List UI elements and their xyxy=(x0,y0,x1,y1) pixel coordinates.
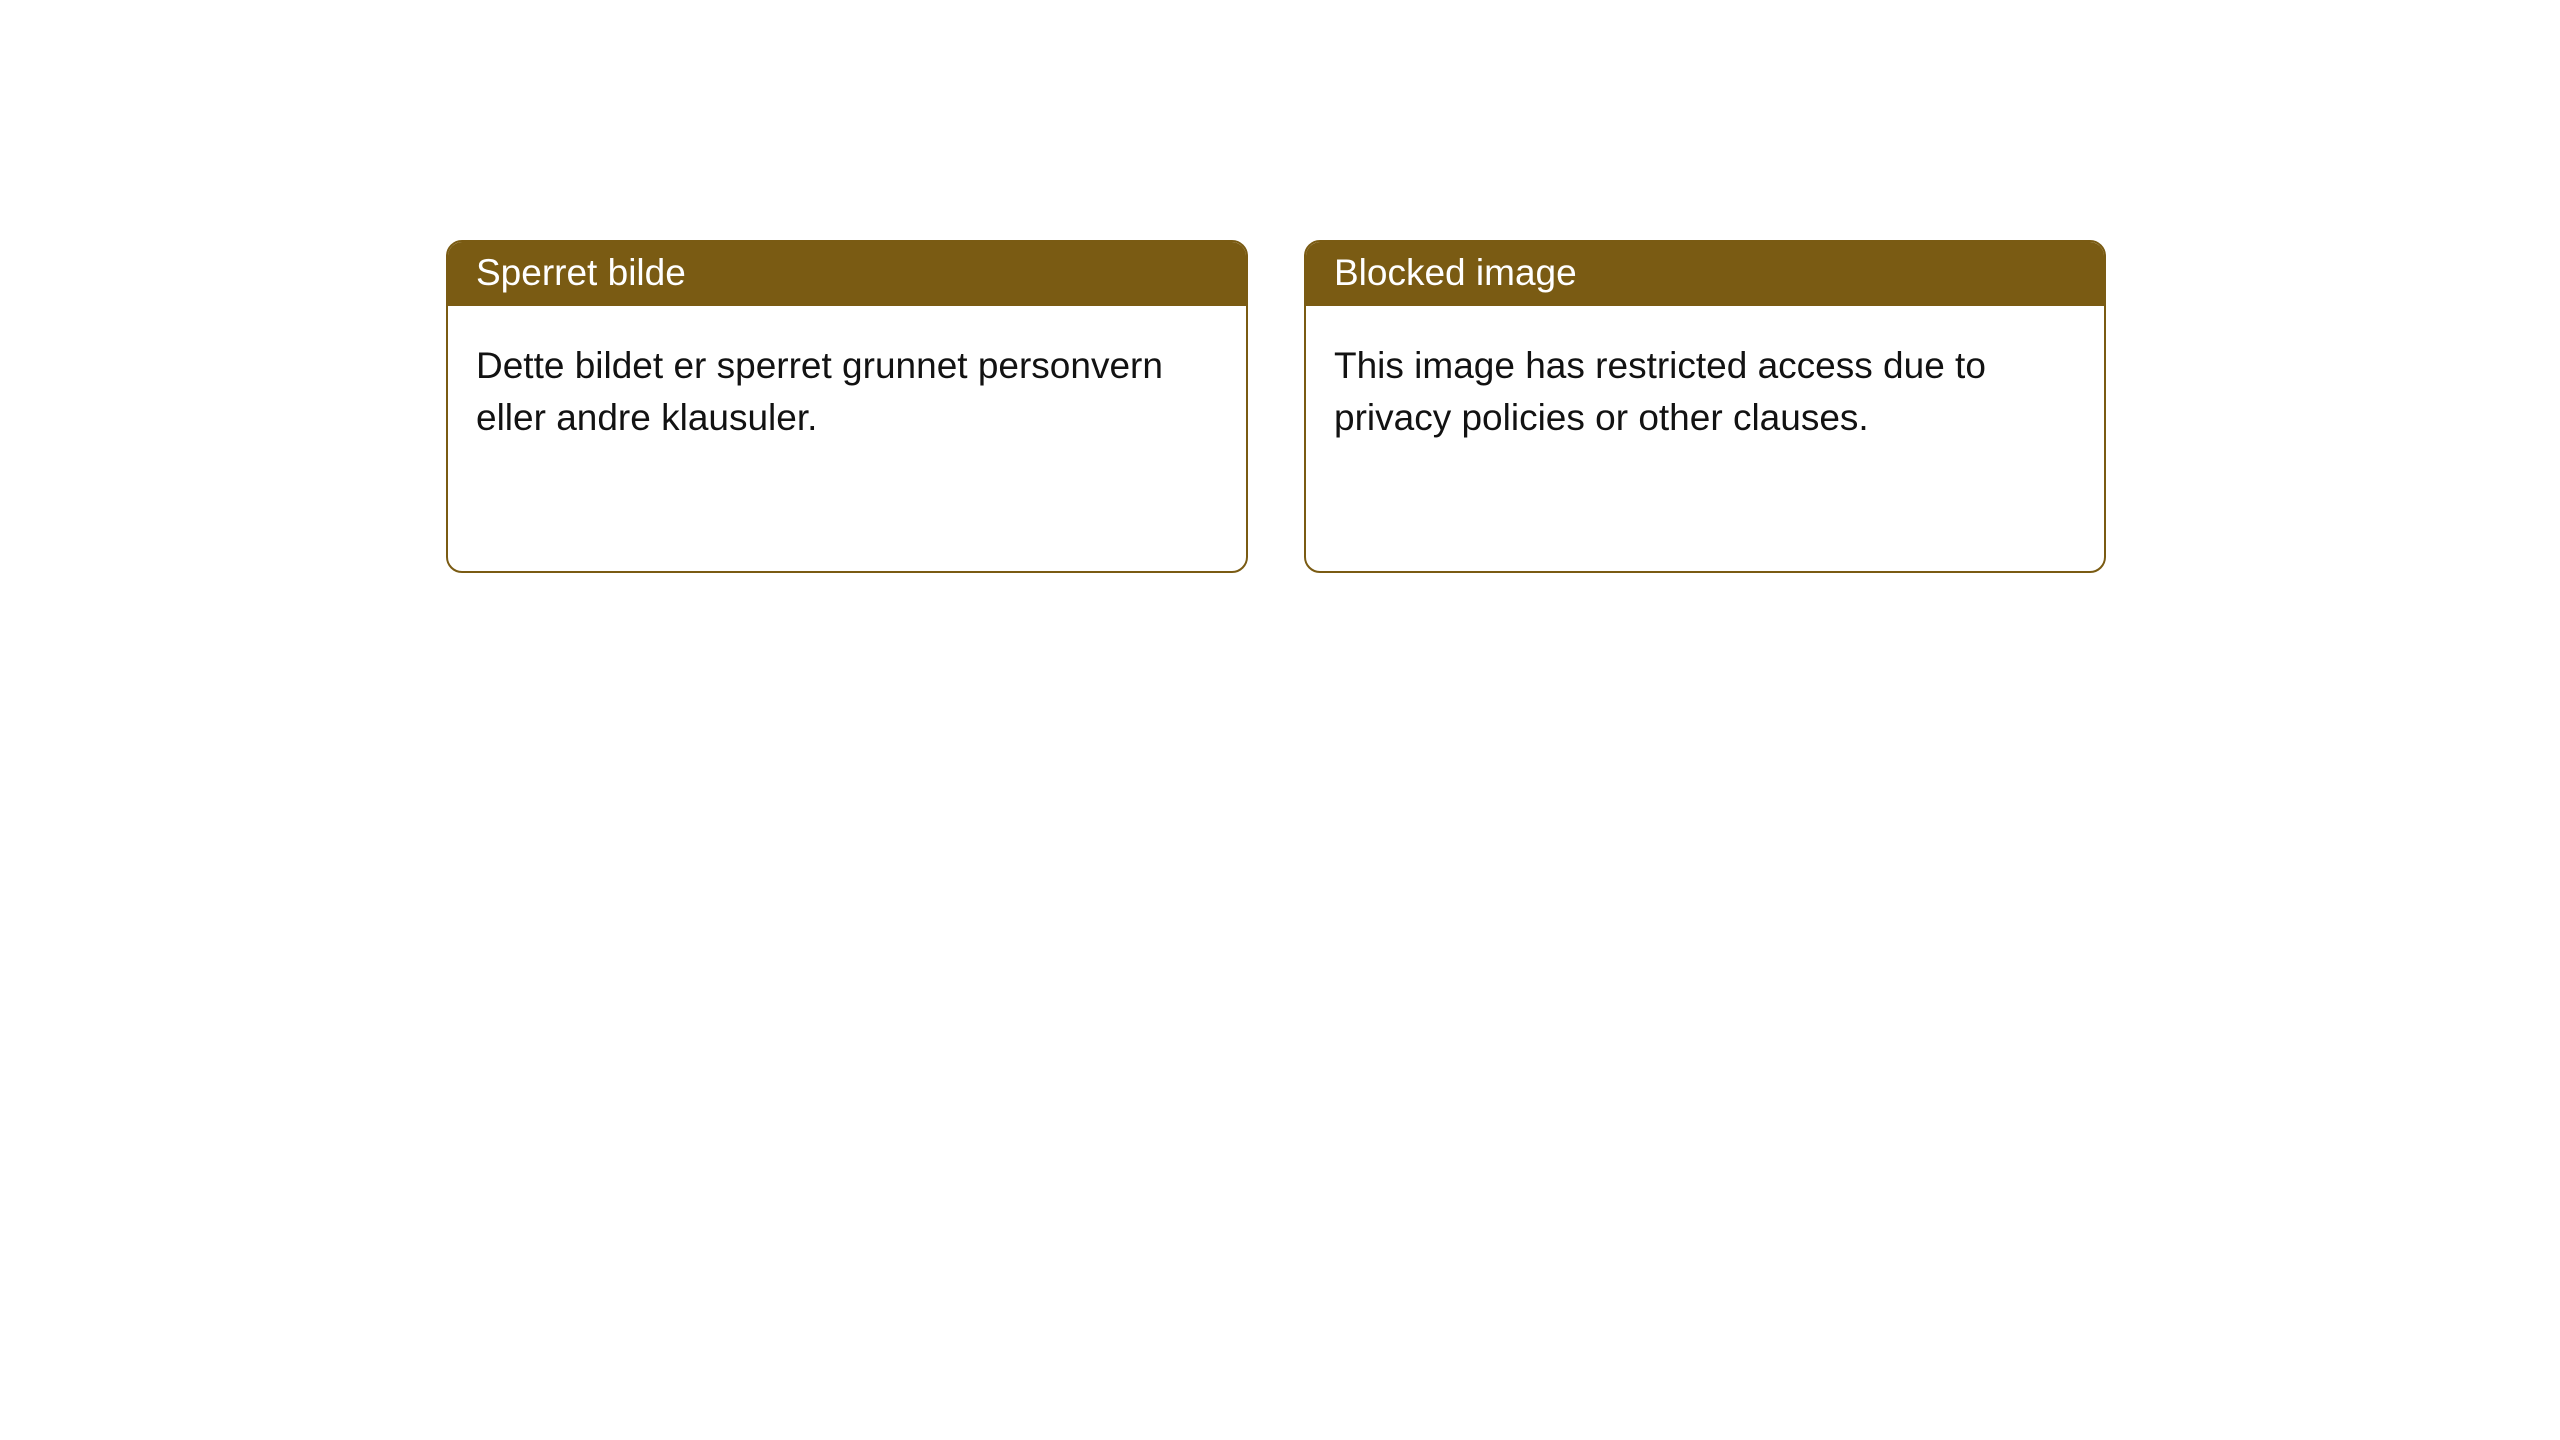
notice-header: Sperret bilde xyxy=(448,242,1246,306)
notice-card-norwegian: Sperret bilde Dette bildet er sperret gr… xyxy=(446,240,1248,573)
notice-body: This image has restricted access due to … xyxy=(1306,306,2104,478)
notice-body: Dette bildet er sperret grunnet personve… xyxy=(448,306,1246,478)
notice-container: Sperret bilde Dette bildet er sperret gr… xyxy=(0,0,2560,573)
notice-header: Blocked image xyxy=(1306,242,2104,306)
notice-title: Blocked image xyxy=(1334,252,1577,293)
notice-title: Sperret bilde xyxy=(476,252,686,293)
notice-body-text: This image has restricted access due to … xyxy=(1334,345,1986,438)
notice-card-english: Blocked image This image has restricted … xyxy=(1304,240,2106,573)
notice-body-text: Dette bildet er sperret grunnet personve… xyxy=(476,345,1163,438)
